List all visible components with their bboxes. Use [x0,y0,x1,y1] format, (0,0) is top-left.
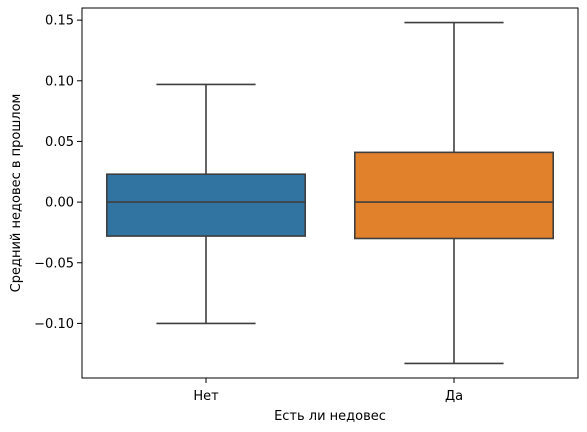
y-tick-label: 0.00 [45,196,74,211]
y-tick-label: −0.10 [34,317,74,332]
x-tick-label: Нет [193,389,219,404]
box-0 [106,83,306,325]
box-1 [353,21,554,365]
y-tick-label: 0.05 [45,135,74,150]
y-tick-label: 0.10 [45,74,74,89]
box-iqr [353,151,554,240]
x-axis: Нет Да [193,378,463,404]
x-axis-label: Есть ли недовес [274,409,386,424]
box-iqr [106,173,306,237]
y-axis: 0.15 0.10 0.05 0.00 −0.05 −0.10 [34,14,82,332]
y-axis-label: Средний недовес в прошлом [9,94,24,293]
plot-frame [81,7,579,379]
y-tick-label: 0.15 [45,14,74,29]
plot-marks [106,21,554,365]
x-tick-label: Да [445,389,463,404]
y-tick-label: −0.05 [34,256,74,271]
